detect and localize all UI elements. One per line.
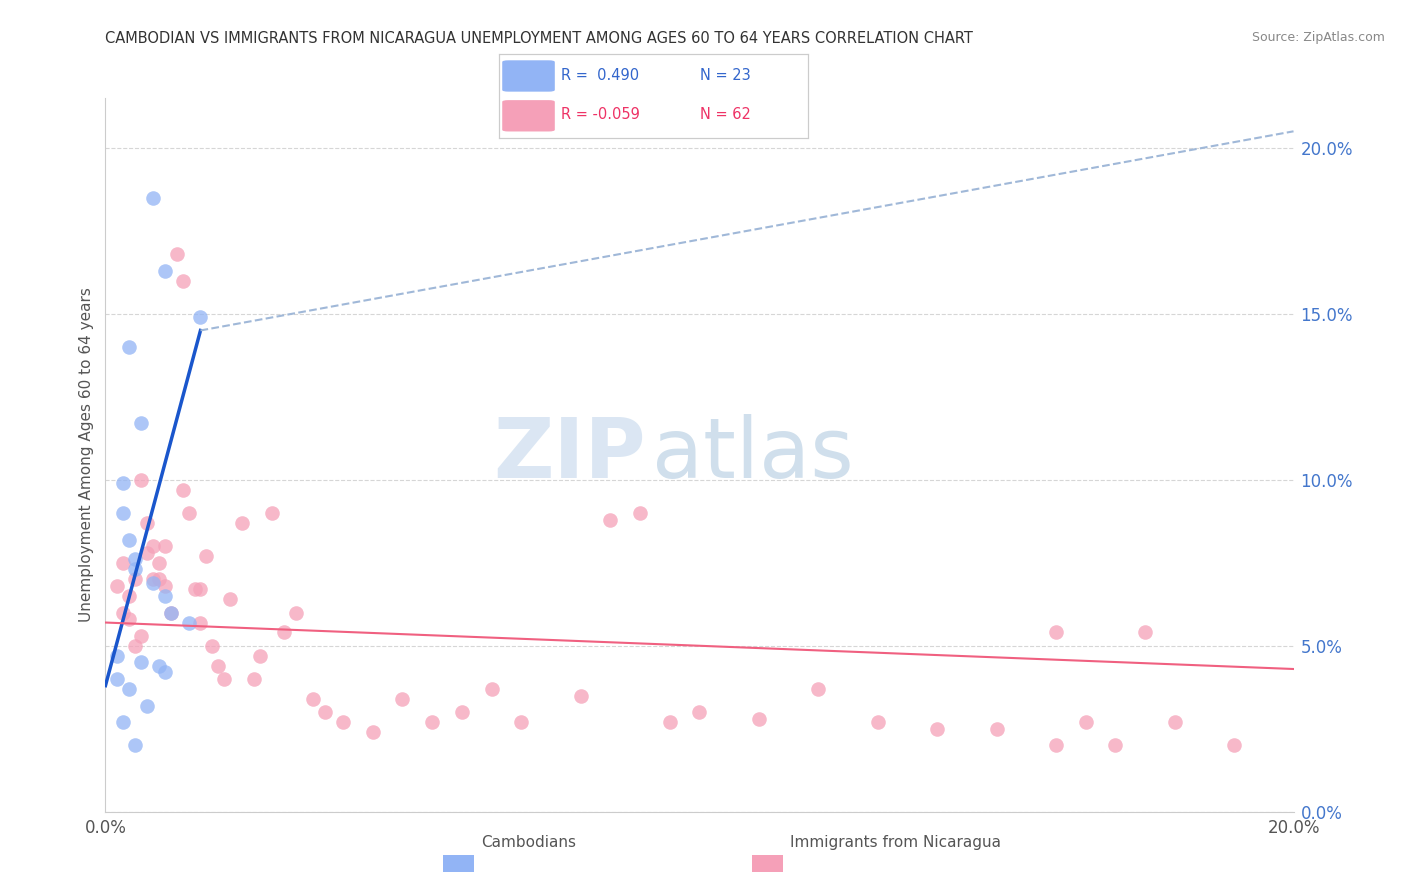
FancyBboxPatch shape xyxy=(502,61,555,92)
Point xyxy=(129,629,152,643)
Point xyxy=(201,639,224,653)
Point xyxy=(166,247,188,261)
Point xyxy=(628,506,651,520)
Point xyxy=(112,556,135,570)
Point xyxy=(129,417,152,431)
Y-axis label: Unemployment Among Ages 60 to 64 years: Unemployment Among Ages 60 to 64 years xyxy=(79,287,94,623)
Point xyxy=(866,715,889,730)
Point xyxy=(510,715,533,730)
Point xyxy=(332,715,354,730)
Point xyxy=(105,648,128,663)
Point xyxy=(986,722,1008,736)
Point xyxy=(153,665,176,680)
Point xyxy=(1074,715,1097,730)
Point xyxy=(118,533,141,547)
Point xyxy=(243,672,266,686)
Point xyxy=(481,681,503,696)
Point xyxy=(136,546,159,560)
Point xyxy=(148,658,170,673)
Text: atlas: atlas xyxy=(652,415,853,495)
Point xyxy=(284,606,307,620)
Point xyxy=(1104,739,1126,753)
Point xyxy=(183,582,205,597)
Point xyxy=(112,476,135,491)
Point xyxy=(190,615,212,630)
Point xyxy=(391,691,413,706)
Point xyxy=(172,274,194,288)
Point xyxy=(118,681,141,696)
Point xyxy=(658,715,681,730)
Point xyxy=(569,689,592,703)
Point xyxy=(105,672,128,686)
Point xyxy=(361,725,384,739)
Point xyxy=(748,712,770,726)
Point xyxy=(112,606,135,620)
Point xyxy=(190,582,212,597)
Point xyxy=(177,506,200,520)
Point xyxy=(214,672,236,686)
Point xyxy=(599,513,621,527)
Point xyxy=(1164,715,1187,730)
Point xyxy=(177,615,200,630)
Point xyxy=(927,722,949,736)
Point xyxy=(1045,625,1067,640)
Point xyxy=(1133,625,1156,640)
Point xyxy=(118,589,141,603)
Point xyxy=(273,625,295,640)
Point xyxy=(129,656,152,670)
Text: CAMBODIAN VS IMMIGRANTS FROM NICARAGUA UNEMPLOYMENT AMONG AGES 60 TO 64 YEARS CO: CAMBODIAN VS IMMIGRANTS FROM NICARAGUA U… xyxy=(105,31,973,46)
Point xyxy=(153,539,176,553)
Text: R =  0.490: R = 0.490 xyxy=(561,69,640,84)
Point xyxy=(124,639,146,653)
Point xyxy=(153,263,176,277)
Point xyxy=(142,573,165,587)
Point xyxy=(207,658,229,673)
Point xyxy=(195,549,218,563)
Point xyxy=(159,606,181,620)
Text: Source: ZipAtlas.com: Source: ZipAtlas.com xyxy=(1251,31,1385,45)
Point xyxy=(153,589,176,603)
Point xyxy=(249,648,271,663)
Point xyxy=(142,539,165,553)
Point xyxy=(124,573,146,587)
Point xyxy=(420,715,443,730)
Point xyxy=(1223,739,1246,753)
Point xyxy=(689,705,711,719)
Point xyxy=(219,592,242,607)
Point xyxy=(190,310,212,325)
Point xyxy=(231,516,253,530)
Text: ZIP: ZIP xyxy=(494,415,645,495)
Point xyxy=(148,573,170,587)
FancyBboxPatch shape xyxy=(502,100,555,131)
Text: N = 23: N = 23 xyxy=(700,69,751,84)
Text: Immigrants from Nicaragua: Immigrants from Nicaragua xyxy=(790,836,1001,850)
Point xyxy=(129,473,152,487)
Point xyxy=(124,739,146,753)
Point xyxy=(118,340,141,354)
Point xyxy=(118,612,141,626)
Point xyxy=(172,483,194,497)
Point xyxy=(302,691,325,706)
Point xyxy=(148,556,170,570)
Point xyxy=(314,705,336,719)
Point xyxy=(159,606,181,620)
Point xyxy=(112,506,135,520)
Point xyxy=(124,552,146,566)
Point xyxy=(136,698,159,713)
Point xyxy=(1045,739,1067,753)
Point xyxy=(142,191,165,205)
Point xyxy=(112,715,135,730)
Point xyxy=(136,516,159,530)
Point xyxy=(153,579,176,593)
Point xyxy=(260,506,283,520)
Text: Cambodians: Cambodians xyxy=(481,836,576,850)
Text: R = -0.059: R = -0.059 xyxy=(561,107,640,122)
Point xyxy=(105,579,128,593)
Text: N = 62: N = 62 xyxy=(700,107,751,122)
Point xyxy=(142,575,165,590)
Point xyxy=(124,562,146,576)
Point xyxy=(450,705,472,719)
Point xyxy=(807,681,830,696)
